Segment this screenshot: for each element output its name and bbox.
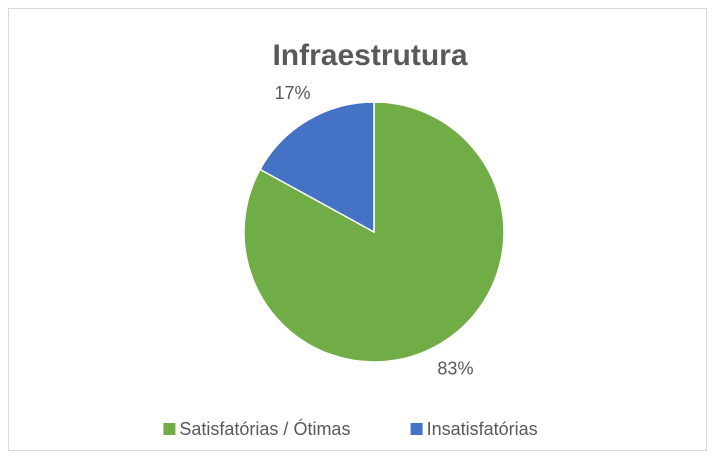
pie-slice bbox=[259, 101, 375, 234]
legend-swatch bbox=[163, 423, 176, 435]
data-label: 17% bbox=[275, 83, 311, 103]
chart-title: Infraestrutura bbox=[272, 39, 467, 72]
data-label: 83% bbox=[437, 358, 473, 378]
pie-slice bbox=[243, 101, 505, 363]
legend-label: Insatisfatórias bbox=[427, 419, 538, 439]
legend-swatch bbox=[410, 423, 423, 435]
legend-label: Satisfatórias / Ótimas bbox=[179, 418, 350, 439]
